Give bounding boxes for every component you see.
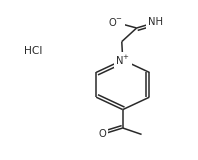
Text: O$^{-}$: O$^{-}$ [108,16,123,28]
Text: HCl: HCl [25,46,43,56]
Text: NH: NH [148,17,163,27]
Text: N$^{+}$: N$^{+}$ [115,53,130,67]
Text: O: O [98,129,106,139]
